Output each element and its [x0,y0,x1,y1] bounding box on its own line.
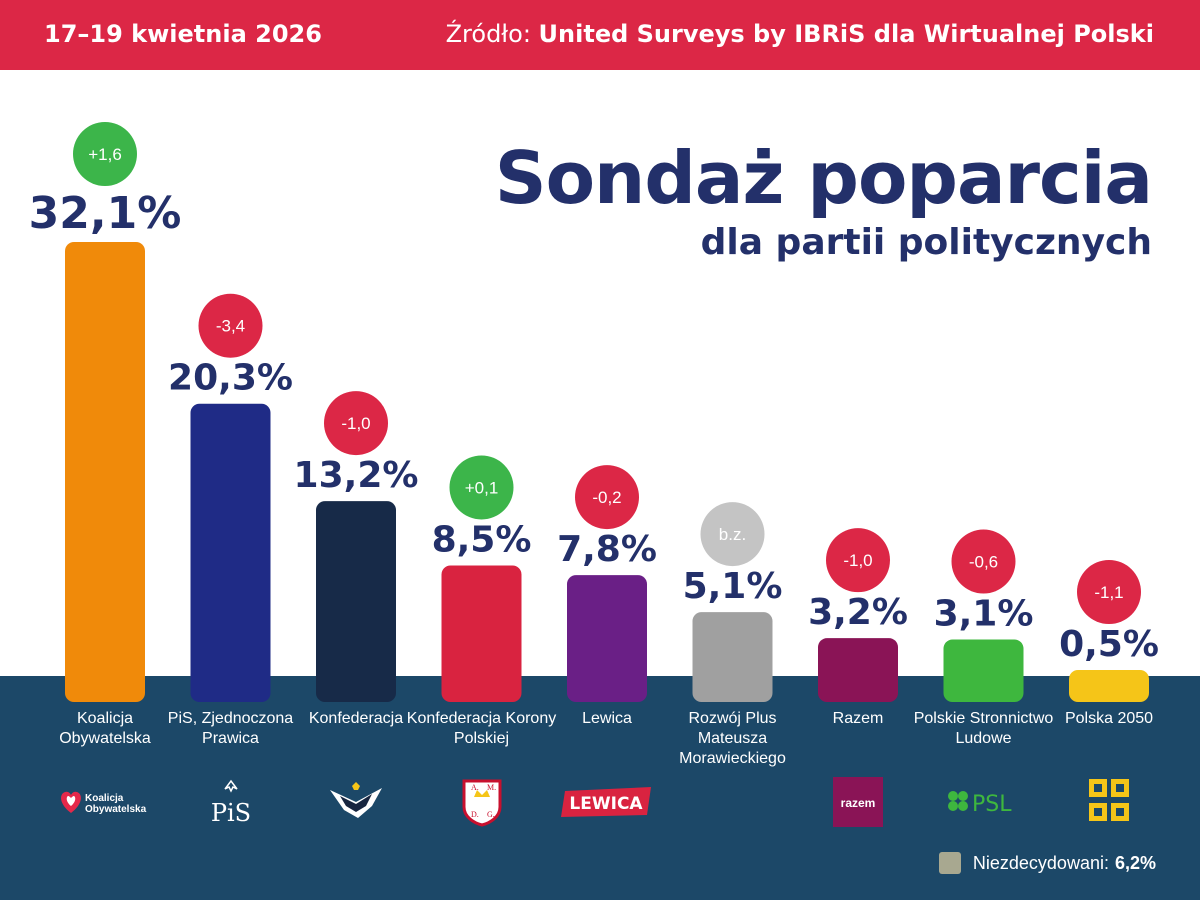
svg-text:D.: D. [471,810,479,819]
category-label-8: Polskie Stronnictwo Ludowe [913,710,1054,747]
category-label-6: Rozwój Plus Mateusza Morawieckiego [679,710,786,767]
value-label-7: 3,2% [808,592,908,633]
bar-6 [692,612,773,702]
change-label-1: +1,6 [88,145,122,164]
change-badge-9 [1077,560,1141,624]
svg-text:G.: G. [487,810,495,819]
source-label: Źródło: [445,20,531,48]
change-badge-1 [73,122,137,186]
undecided-swatch [938,852,961,874]
category-label-2: PiS, Zjednoczona Prawica [167,710,294,747]
value-label-1: 32,1% [29,188,182,239]
bar-3 [316,501,396,702]
change-badge-5 [575,465,639,530]
change-badge-8 [951,529,1016,594]
bar-4 [441,565,522,702]
category-label-1: Koalicja Obywatelska [59,710,151,747]
svg-text:A.: A. [471,783,479,792]
category-label-3: Konfederacja [308,710,404,727]
value-label-3: 13,2% [294,455,419,496]
koalicja-obywatelska-icon: Koalicja Obywatelska [45,778,165,826]
konfederacja-eagle-icon [296,778,416,826]
svg-text:PSL: PSL [972,792,1012,817]
category-label-7: Razem [832,710,884,727]
value-label-4: 8,5% [432,519,532,560]
undecided-legend: Niezdecydowani: 6,2% [938,852,1156,874]
change-label-8: -0,6 [969,553,998,572]
svg-text:M.: M. [487,783,496,792]
change-badge-7 [826,528,890,593]
change-badge-2 [198,293,263,358]
korona-crest-icon: A. M. D. G. [422,778,542,827]
chart-title: Sondaż poparcia [494,136,1153,220]
category-label-5: Lewica [582,710,632,727]
survey-date: 17–19 kwietnia 2026 [44,20,322,48]
svg-text:PiS: PiS [210,799,250,827]
razem-icon: razem [798,777,918,827]
pis-icon: PiS [171,778,291,827]
change-label-7: -1,0 [843,551,872,570]
undecided-value: 6,2% [1114,852,1156,873]
change-label-9: -1,1 [1094,583,1123,602]
change-badge-4 [449,455,514,520]
value-label-2: 20,3% [168,358,293,399]
change-label-3: -1,0 [341,414,370,433]
change-label-4: +0,1 [465,478,499,497]
chart-subtitle: dla partii politycznych [700,222,1152,263]
change-badge-6 [700,502,765,567]
svg-text:razem: razem [841,796,876,810]
lewica-icon: LEWICA [547,778,667,826]
bar-7 [818,638,898,702]
change-badge-3 [324,391,388,456]
bar-1 [65,242,145,702]
svg-text:Koalicja: Koalicja [85,793,124,804]
labels-panel [0,676,1200,900]
psl-clover-icon: PSL [924,778,1044,826]
svg-text:LEWICA: LEWICA [569,794,643,814]
bar-8 [943,639,1024,702]
bar-5 [567,575,647,702]
source-value: United Surveys by IBRiS dla Wirtualnej P… [538,20,1154,48]
polska-2050-icon [1049,778,1169,826]
value-label-8: 3,1% [934,594,1034,635]
change-label-5: -0,2 [592,488,621,507]
category-label-4: Konfederacja Korony Polskiej [406,710,557,747]
svg-text:Obywatelska: Obywatelska [85,804,147,815]
value-label-9: 0,5% [1059,624,1159,665]
bar-2 [190,403,271,702]
value-label-5: 7,8% [557,529,657,570]
category-label-9: Polska 2050 [1064,710,1154,727]
header-bar: 17–19 kwietnia 2026 Źródło: United Surve… [0,0,1200,70]
undecided-label: Niezdecydowani: [972,852,1109,873]
change-label-2: -3,4 [216,317,245,336]
bar-9 [1069,670,1149,702]
value-label-6: 5,1% [683,566,783,607]
source-line: Źródło: United Surveys by IBRiS dla Wirt… [446,20,1154,48]
change-label-6: b.z. [719,525,746,544]
